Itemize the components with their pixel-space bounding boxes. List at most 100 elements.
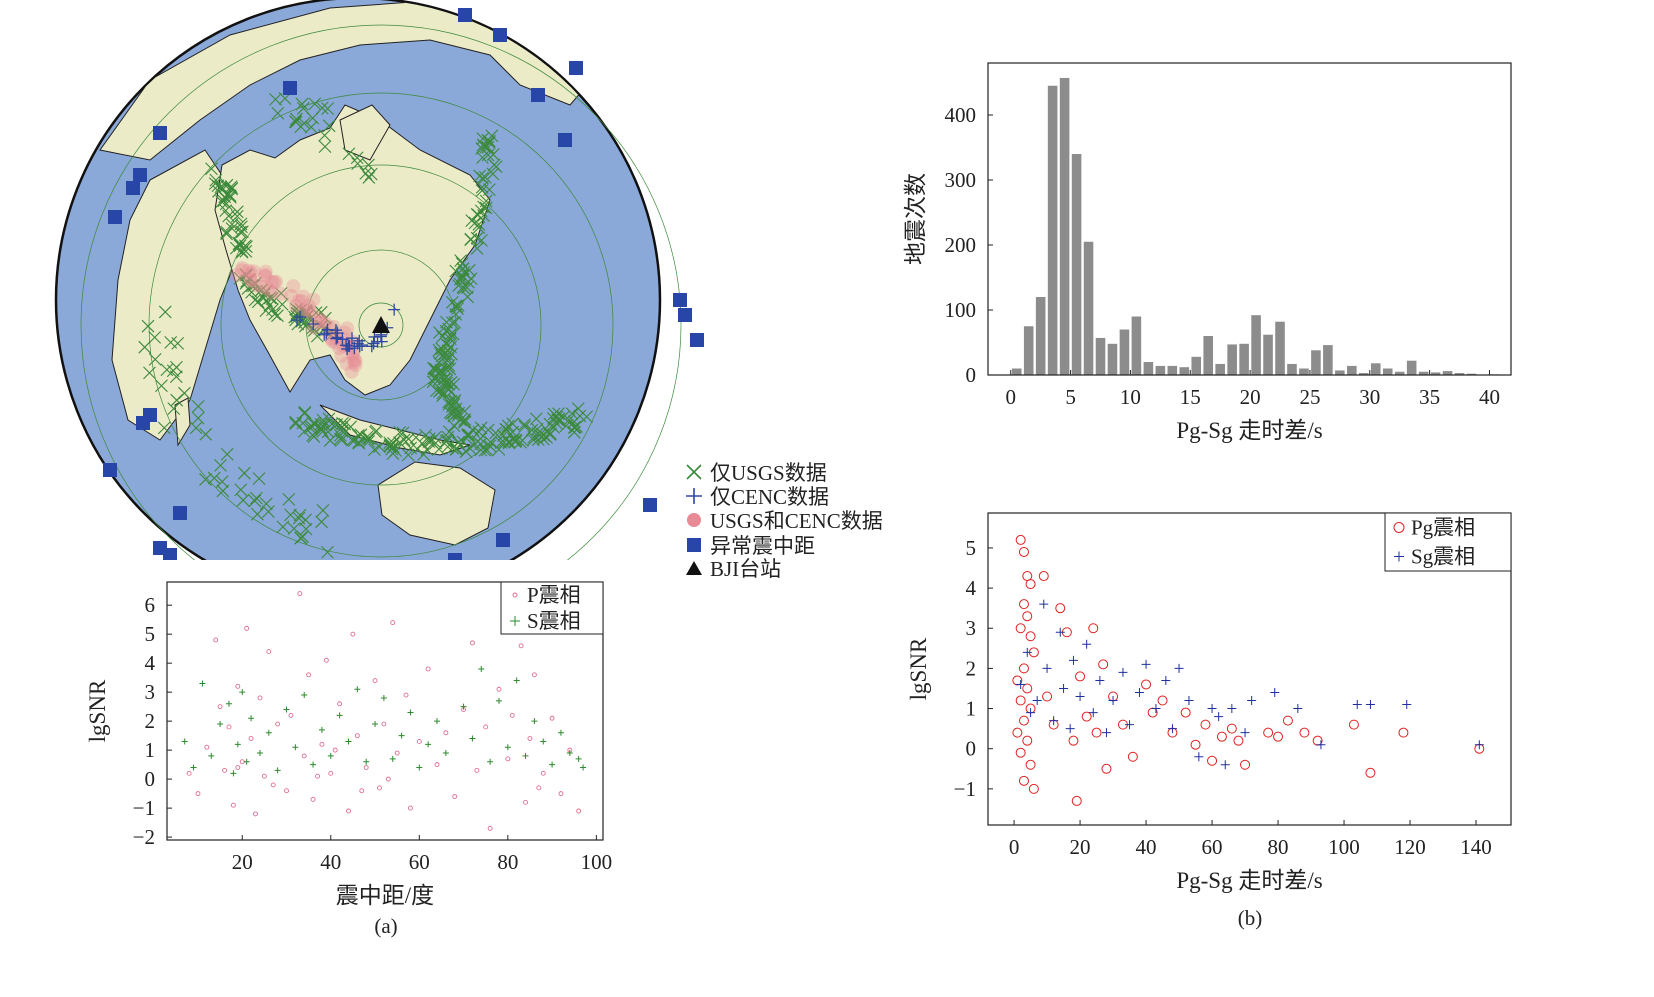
legend-label: Pg震相 — [1411, 516, 1475, 540]
data-point — [1018, 663, 1029, 674]
histogram-bar — [1394, 371, 1405, 375]
usgs-only-marker — [497, 435, 511, 449]
usgs-only-marker — [169, 370, 183, 384]
usgs-only-marker — [470, 242, 484, 255]
x-tick-label: 20 — [1240, 385, 1261, 409]
y-tick-label: 0 — [145, 767, 156, 791]
legend-abnormal: 异常震中距 — [687, 534, 815, 558]
data-point — [1180, 707, 1191, 718]
both-marker — [347, 355, 362, 370]
usgs-only-marker — [336, 416, 349, 430]
plus-marker-icon — [686, 488, 702, 504]
usgs-only-marker — [314, 305, 328, 319]
usgs-only-marker — [476, 171, 489, 185]
distance-ring — [358, 302, 404, 348]
x-tick-label: 40 — [320, 850, 341, 874]
data-point — [319, 741, 325, 747]
usgs-only-marker — [481, 140, 495, 154]
usgs-only-marker — [484, 435, 498, 449]
usgs-only-marker — [318, 140, 332, 154]
data-point — [1016, 679, 1026, 689]
usgs-only-marker — [509, 433, 523, 447]
histogram-bar — [1215, 363, 1225, 375]
abnormal-marker — [690, 333, 704, 347]
y-tick-label: 1 — [966, 697, 977, 721]
madagascar-land — [174, 397, 191, 447]
usgs-only-marker — [492, 443, 506, 456]
data-point — [1365, 700, 1375, 710]
usgs-only-marker — [318, 311, 332, 325]
data-point — [1012, 727, 1023, 738]
y-axis-label: lgSNR — [906, 637, 931, 700]
kamchatka-land — [339, 104, 391, 161]
data-point — [256, 750, 263, 757]
usgs-only-marker — [333, 428, 347, 442]
data-point — [310, 761, 317, 768]
histogram-bar — [1442, 371, 1453, 375]
data-point — [394, 750, 400, 756]
histogram-bar — [1263, 334, 1273, 375]
data-point — [1022, 647, 1032, 657]
data-point — [265, 729, 272, 736]
data-point — [1071, 795, 1082, 806]
usgs-only-marker — [363, 432, 376, 445]
data-point — [1240, 759, 1251, 770]
data-point — [1365, 767, 1376, 778]
data-point — [1474, 740, 1484, 750]
both-marker — [291, 294, 306, 309]
data-point — [1134, 687, 1144, 697]
svg-text:USGS和CENC数据: USGS和CENC数据 — [710, 509, 883, 533]
data-point — [377, 785, 382, 791]
cenc-only-marker — [353, 334, 366, 347]
data-point — [1101, 728, 1111, 738]
usgs-only-marker — [362, 158, 375, 172]
data-point — [536, 785, 542, 791]
data-point — [363, 765, 369, 770]
data-point — [487, 758, 494, 765]
both-marker — [337, 325, 352, 340]
usgs-only-marker — [359, 166, 373, 180]
data-point — [1214, 712, 1224, 722]
data-point — [1293, 704, 1303, 714]
x-tick-label: 120 — [1394, 835, 1426, 859]
abnormal-marker — [108, 210, 122, 224]
both-marker — [340, 321, 355, 336]
usgs-only-marker — [335, 433, 349, 446]
data-point — [1082, 639, 1092, 649]
data-point — [235, 765, 241, 770]
data-point — [283, 706, 290, 713]
abnormal-marker — [448, 553, 462, 560]
data-point — [225, 700, 232, 707]
cenc-only-marker — [318, 328, 331, 341]
both-marker — [311, 314, 326, 329]
usgs-only-marker — [401, 448, 415, 462]
histogram-bar — [1095, 337, 1106, 375]
abnormal-marker — [136, 416, 150, 430]
usgs-only-marker — [252, 472, 266, 485]
usgs-only-marker — [315, 101, 329, 115]
data-point — [248, 736, 254, 741]
usgs-only-marker — [262, 505, 275, 518]
x-tick-label: 15 — [1180, 385, 1201, 409]
data-point — [354, 686, 361, 693]
histogram-bar — [1059, 77, 1070, 375]
data-point — [1055, 627, 1065, 637]
data-point — [1118, 667, 1128, 677]
data-point — [527, 736, 533, 741]
usgs-only-marker — [473, 169, 486, 183]
data-point — [1015, 623, 1026, 634]
usgs-only-marker — [470, 231, 484, 245]
y-tick-label: 3 — [145, 680, 156, 704]
data-point — [1015, 747, 1026, 758]
both-marker — [246, 264, 261, 279]
data-point — [1316, 740, 1326, 750]
both-marker — [318, 315, 333, 330]
data-point — [301, 692, 308, 699]
data-point — [1039, 599, 1049, 609]
data-point — [195, 791, 201, 797]
data-point — [381, 721, 387, 727]
cenc-only-marker — [388, 303, 401, 316]
usgs-only-marker — [216, 484, 230, 498]
